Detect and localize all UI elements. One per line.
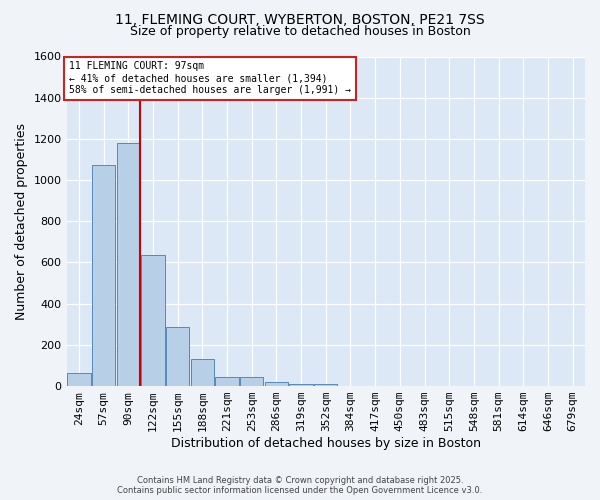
Bar [314, 384, 337, 386]
Bar [116, 143, 140, 386]
Text: 11, FLEMING COURT, WYBERTON, BOSTON, PE21 7SS: 11, FLEMING COURT, WYBERTON, BOSTON, PE2… [115, 12, 485, 26]
Bar [166, 328, 190, 386]
Bar [67, 372, 91, 386]
Text: 11 FLEMING COURT: 97sqm
← 41% of detached houses are smaller (1,394)
58% of semi: 11 FLEMING COURT: 97sqm ← 41% of detache… [69, 62, 351, 94]
Bar [191, 360, 214, 386]
Bar [289, 384, 313, 386]
Y-axis label: Number of detached properties: Number of detached properties [15, 123, 28, 320]
Bar [215, 377, 239, 386]
Bar [92, 164, 115, 386]
Bar [265, 382, 288, 386]
Text: Contains HM Land Registry data © Crown copyright and database right 2025.
Contai: Contains HM Land Registry data © Crown c… [118, 476, 482, 495]
X-axis label: Distribution of detached houses by size in Boston: Distribution of detached houses by size … [171, 437, 481, 450]
Bar [141, 256, 164, 386]
Text: Size of property relative to detached houses in Boston: Size of property relative to detached ho… [130, 25, 470, 38]
Bar [240, 377, 263, 386]
